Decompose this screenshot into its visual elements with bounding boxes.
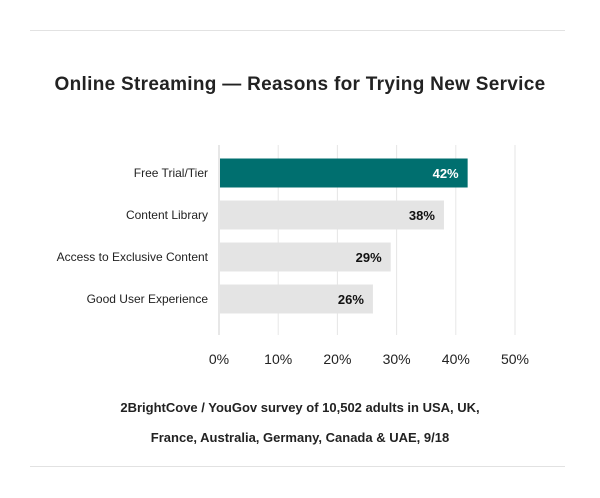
value-label-3: 26% xyxy=(338,292,364,307)
top-divider xyxy=(30,30,565,31)
value-label-2: 29% xyxy=(356,250,382,265)
category-label-1: Content Library xyxy=(126,208,208,222)
bar-0 xyxy=(220,158,468,188)
bar-2 xyxy=(220,242,391,272)
bottom-divider xyxy=(30,466,565,467)
chart-title: Online Streaming — Reasons for Trying Ne… xyxy=(54,74,546,95)
x-tick-label-3: 30% xyxy=(383,351,411,367)
bar-3 xyxy=(220,284,373,314)
x-tick-label-2: 20% xyxy=(323,351,351,367)
bar-1 xyxy=(220,200,444,230)
source-note-line-2: France, Australia, Germany, Canada & UAE… xyxy=(150,430,450,445)
category-label-0: Free Trial/Tier xyxy=(134,166,208,180)
x-tick-label-0: 0% xyxy=(209,351,229,367)
category-label-2: Access to Exclusive Content xyxy=(57,250,209,264)
source-note-line-1: 2BrightCove / YouGov survey of 10,502 ad… xyxy=(120,400,480,415)
value-label-1: 38% xyxy=(409,208,435,223)
value-label-0: 42% xyxy=(433,166,459,181)
x-tick-label-5: 50% xyxy=(501,351,529,367)
x-tick-label-4: 40% xyxy=(442,351,470,367)
category-label-3: Good User Experience xyxy=(87,292,209,306)
x-tick-label-1: 10% xyxy=(264,351,292,367)
